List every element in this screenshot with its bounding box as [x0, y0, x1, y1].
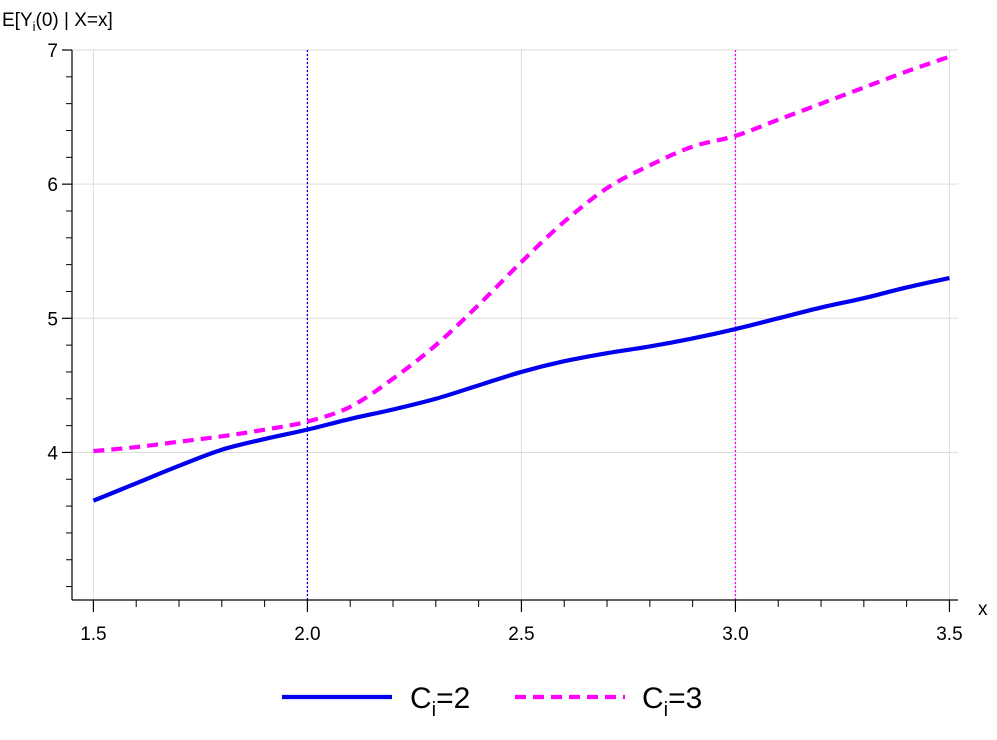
x-tick-label: 3.0: [722, 624, 748, 645]
series-line-c2: [92, 275, 950, 503]
x-tick-label: 2.0: [294, 624, 320, 645]
legend: Ci=2 Ci=3: [282, 682, 702, 721]
axes: 1.5 2.0 2.5 3.0 3.5 4 5 6 7: [47, 41, 962, 645]
y-tick-label: 7: [47, 41, 58, 62]
x-axis-title: x: [978, 599, 988, 620]
legend-label: Ci=3: [642, 682, 702, 721]
grid: [72, 49, 958, 600]
y-tick-label: 6: [47, 175, 58, 196]
series-line-c3: [93, 54, 951, 454]
axis-labels: E[Yi(0) | X=x] x: [2, 10, 988, 620]
x-tick-label: 1.5: [80, 624, 106, 645]
y-tick-label: 5: [47, 309, 58, 330]
y-axis-title: E[Yi(0) | X=x]: [2, 10, 113, 34]
y-tick-label: 4: [47, 443, 58, 464]
x-tick-label: 2.5: [508, 624, 534, 645]
series-layer: [92, 54, 951, 503]
legend-label: Ci=2: [410, 682, 470, 721]
x-tick-label: 3.5: [936, 624, 962, 645]
